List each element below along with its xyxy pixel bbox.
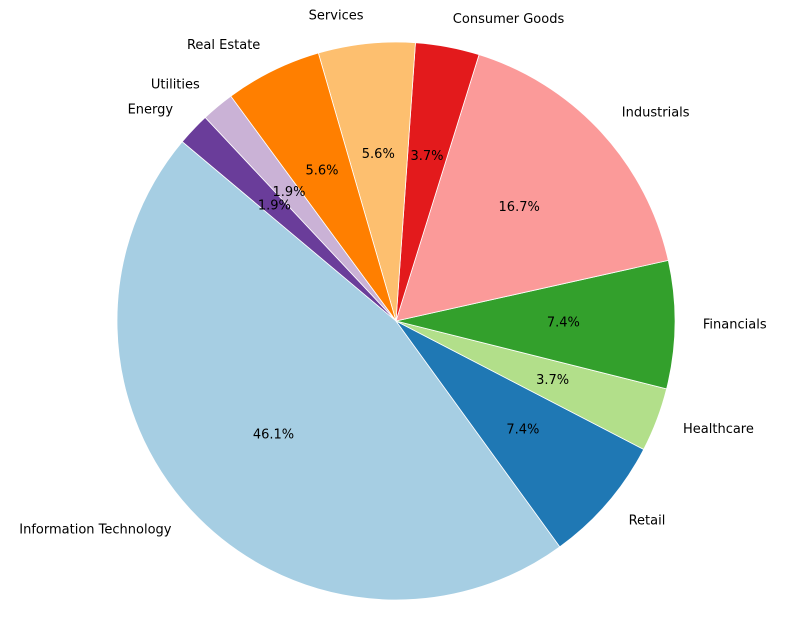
percent-label-consumer-goods: 3.7% [410,149,443,164]
percent-label-retail: 7.4% [506,423,539,438]
pie-slice-information-technology [116,141,561,601]
percent-labels: 46.1% 7.4%3.7%7.4%16.7%3.7%5.6%5.6%1.9%1.… [253,147,580,443]
percent-label-industrials: 16.7% [499,200,540,215]
category-label-information-technology: Information Technology [19,523,172,538]
percent-label-healthcare: 3.7% [536,373,569,388]
percent-label-energy: 1.9% [258,198,291,213]
category-label-utilities: Utilities [151,78,200,93]
category-label-consumer-goods: Consumer Goods [453,12,565,27]
category-label-energy: Energy [128,103,174,118]
pie-slice-financials [395,259,676,390]
pie-slice-industrials [395,54,669,322]
pie-slice-energy [181,116,397,322]
pie-slices [116,41,676,601]
category-label-services: Services [309,8,364,23]
category-label-real-estate: Real Estate [187,38,260,53]
percent-label-real-estate: 5.6% [305,163,338,178]
category-label-industrials: Industrials [622,106,690,121]
pie-slice-retail [395,320,645,548]
percent-label-services: 5.6% [362,147,395,162]
percent-label-information-technology: 46.1% [253,428,294,443]
percent-label-financials: 7.4% [547,316,580,331]
category-label-retail: Retail [629,514,666,529]
category-labels: Information Technology Retail Healthcare Fi… [19,8,767,537]
category-label-financials: Financials [703,318,767,333]
percent-label-utilities: 1.9% [272,185,305,200]
category-label-healthcare: Healthcare [683,422,754,437]
